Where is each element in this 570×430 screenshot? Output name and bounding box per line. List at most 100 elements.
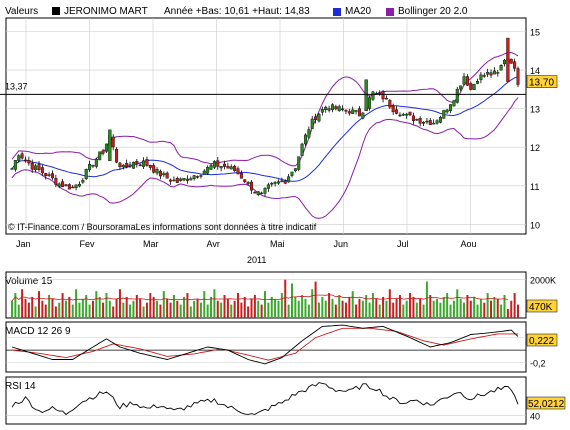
volume-bar (145, 302, 148, 318)
rsi-last-badge (526, 396, 566, 410)
candle (273, 181, 277, 184)
volume-bar (506, 308, 509, 318)
volume-bar (307, 304, 310, 318)
volume-bar (132, 300, 135, 318)
candle (34, 165, 38, 171)
volume-bar (270, 296, 273, 318)
candle (398, 114, 402, 117)
candle (108, 129, 112, 161)
volume-bar (378, 304, 381, 318)
candle (172, 179, 176, 182)
macd-panel: MACD 12 26 90,2-0,20,222 (5, 321, 558, 373)
volume-bar (139, 298, 142, 318)
volume-bar (166, 298, 169, 318)
candle (307, 129, 311, 138)
volume-bar (412, 296, 415, 318)
candle (516, 68, 520, 85)
candle (415, 119, 419, 121)
volume-bar (17, 304, 20, 318)
volume-bar (243, 296, 246, 318)
candle (189, 178, 193, 181)
candle (368, 97, 372, 109)
volume-bar (216, 300, 219, 318)
volume-bar (419, 298, 422, 318)
candle (169, 179, 173, 182)
candle (496, 72, 500, 74)
candle (61, 181, 65, 187)
volume-bar (463, 302, 466, 318)
candle (462, 76, 466, 85)
volume-bar (280, 293, 283, 318)
volume-bar (71, 304, 74, 318)
volume-bar (108, 300, 111, 318)
volume-bar (493, 296, 496, 318)
candle (324, 106, 328, 110)
year-label: 2011 (247, 255, 266, 265)
volume-bar (179, 304, 182, 318)
candle (482, 75, 486, 77)
header-range: Année +Bas: 10,61 +Haut: 14,83 (164, 6, 310, 17)
volume-bar (264, 291, 266, 318)
volume-bar (510, 300, 513, 318)
candle (44, 172, 48, 176)
volume-bar (203, 291, 206, 318)
volume-bar (459, 298, 462, 318)
candle (266, 184, 270, 189)
volume-bar (466, 295, 469, 318)
macd-last-label: 0,222 (529, 336, 554, 347)
candle (418, 118, 422, 124)
volume-bar (304, 298, 307, 318)
volume-bar (331, 298, 334, 318)
candle (452, 100, 456, 107)
candle (199, 175, 203, 177)
volume-bar (361, 300, 364, 318)
volume-bar (213, 289, 216, 318)
volume-bar (58, 302, 61, 318)
candle (503, 59, 507, 65)
volume-last-label: 470K (529, 302, 553, 313)
candle (263, 188, 267, 194)
volume-bar (385, 300, 388, 318)
candle (212, 161, 216, 168)
volume-bar (11, 300, 13, 318)
volume-bar (122, 302, 125, 318)
volume-bar (324, 300, 327, 318)
volume-bar (405, 300, 408, 318)
candle (344, 109, 348, 112)
volume-bar (75, 289, 78, 318)
volume-bar (91, 300, 94, 318)
candle (260, 192, 264, 195)
candle (371, 91, 375, 100)
volume-bar (68, 296, 71, 318)
candle (472, 83, 476, 90)
volume-bar (250, 298, 253, 318)
candle (182, 178, 186, 181)
volume-bar (14, 293, 17, 318)
volume-bar (95, 291, 98, 318)
candle (233, 165, 237, 171)
copyright-footer: © IT-Finance.com / BoursoramaLes informa… (8, 222, 317, 232)
chart-header: Valeurs JERONIMO MART Année +Bas: 10,61 … (5, 6, 468, 17)
candle (337, 106, 341, 112)
volume-bar (237, 293, 240, 318)
volume-bar (81, 298, 84, 318)
ma20-line (11, 76, 519, 182)
volume-bar (267, 302, 270, 318)
y-tick-label: 14 (530, 66, 540, 76)
candle (411, 115, 415, 121)
volume-bar (317, 302, 320, 318)
candle (152, 165, 156, 173)
x-tick-label: Mar (143, 239, 159, 249)
volume-bar (297, 300, 300, 318)
volume-bar (112, 306, 115, 318)
volume-bar (449, 304, 452, 318)
x-tick-label: Avr (207, 239, 220, 249)
candle (165, 172, 169, 179)
candle (303, 134, 307, 145)
macd-last-badge (526, 333, 558, 347)
candle (513, 61, 517, 69)
volume-bar (176, 300, 179, 318)
candle (459, 85, 463, 90)
y-tick-label: 15 (530, 28, 540, 38)
